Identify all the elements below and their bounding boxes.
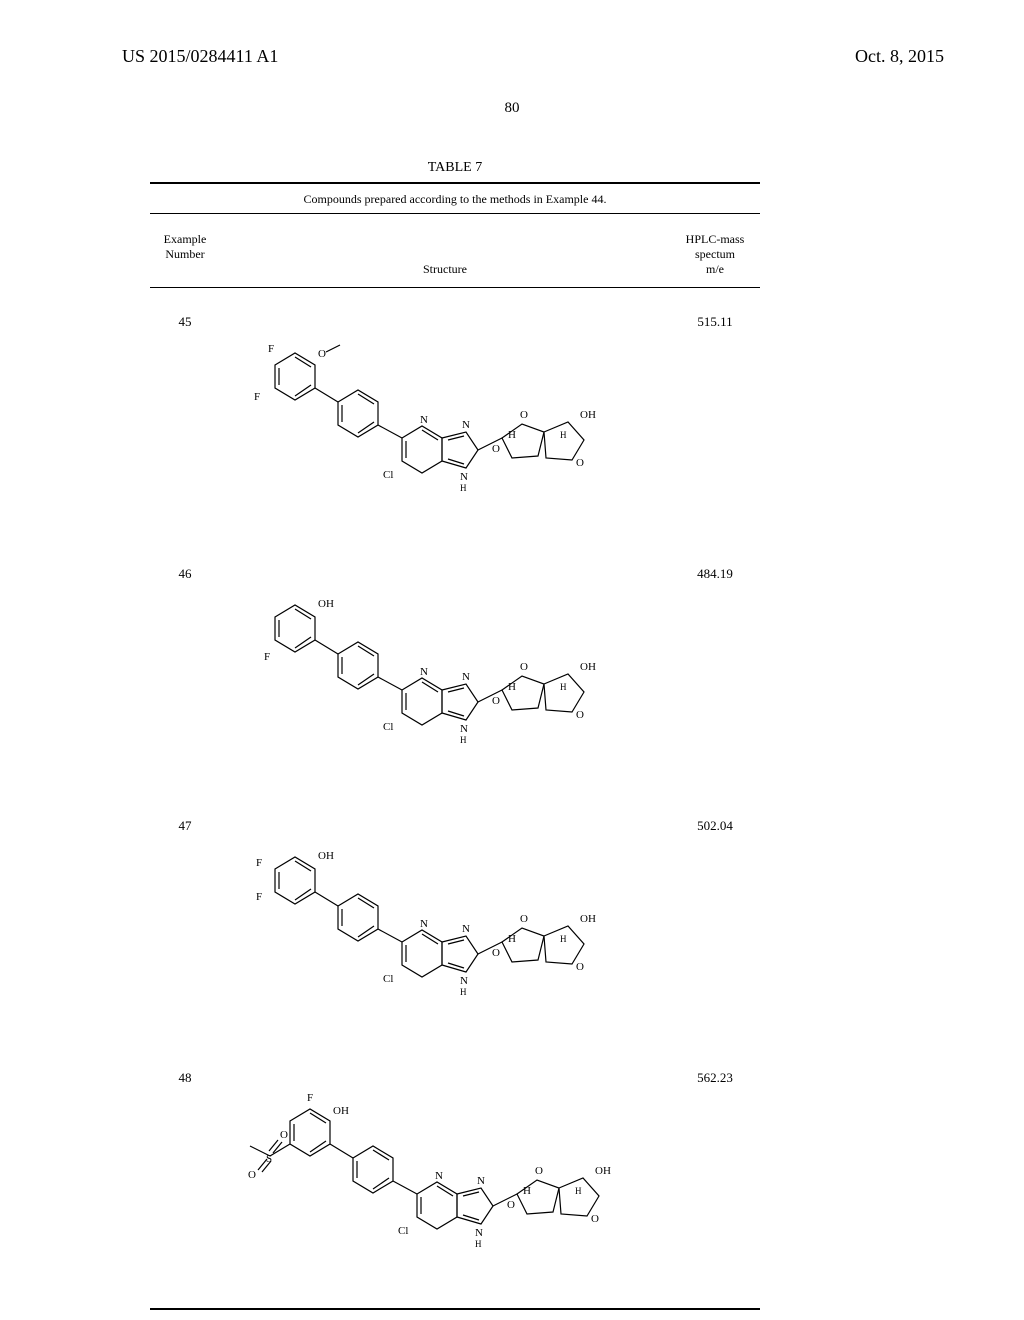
example-number: 45: [150, 310, 220, 330]
svg-text:N: N: [420, 414, 428, 426]
svg-text:O: O: [520, 661, 528, 673]
svg-text:H: H: [460, 735, 467, 745]
table-caption: Compounds prepared according to the meth…: [150, 184, 760, 213]
table-column-headers: Example Number Structure HPLC-mass spect…: [150, 214, 760, 288]
svg-text:H: H: [508, 933, 516, 945]
col-header-mz-l2: spectum: [670, 247, 760, 262]
page-number: 80: [0, 100, 1024, 117]
svg-text:H: H: [560, 682, 567, 692]
svg-text:OH: OH: [580, 409, 596, 421]
col-header-example: Example Number: [150, 232, 220, 277]
svg-text:F: F: [256, 857, 262, 869]
col-header-example-l1: Example: [150, 232, 220, 247]
svg-text:H: H: [523, 1185, 531, 1197]
svg-text:N: N: [462, 923, 470, 935]
mz-value: 502.04: [670, 814, 760, 834]
svg-text:O: O: [576, 457, 584, 469]
svg-text:O: O: [535, 1165, 543, 1177]
col-header-example-l2: Number: [150, 247, 220, 262]
svg-text:F: F: [268, 343, 274, 355]
svg-text:OH: OH: [580, 661, 596, 673]
svg-text:OH: OH: [318, 850, 334, 862]
svg-text:F: F: [254, 391, 260, 403]
svg-text:O: O: [492, 947, 500, 959]
col-header-structure-label: Structure: [220, 262, 670, 277]
svg-text:H: H: [475, 1239, 482, 1249]
svg-text:H: H: [460, 483, 467, 493]
table-7: TABLE 7 Compounds prepared according to …: [150, 160, 760, 1310]
svg-text:O: O: [576, 709, 584, 721]
svg-text:F: F: [264, 651, 270, 663]
svg-text:N: N: [460, 975, 468, 987]
table-row: 47: [150, 792, 760, 1044]
svg-text:H: H: [460, 987, 467, 997]
svg-text:O: O: [280, 1129, 288, 1141]
svg-text:N: N: [475, 1227, 483, 1239]
svg-text:N: N: [435, 1170, 443, 1182]
svg-text:OH: OH: [318, 598, 334, 610]
svg-text:Cl: Cl: [398, 1225, 408, 1237]
table-row: 46: [150, 540, 760, 792]
example-number: 48: [150, 1066, 220, 1086]
svg-text:F: F: [307, 1092, 313, 1104]
structure-cell: F F OH Cl N N N H O O OH O H H: [220, 814, 670, 1044]
table-body: 45: [150, 288, 760, 1296]
svg-text:O: O: [318, 348, 326, 360]
svg-text:N: N: [420, 666, 428, 678]
col-header-structure: Structure: [220, 262, 670, 277]
publication-date: Oct. 8, 2015: [855, 46, 944, 67]
svg-text:O: O: [520, 409, 528, 421]
structure-cell: F OH Cl N N N H O O OH O H H: [220, 562, 670, 792]
col-header-mz: HPLC-mass spectum m/e: [670, 232, 760, 277]
table-bottom-rule: [150, 1308, 760, 1310]
mz-value: 515.11: [670, 310, 760, 330]
molecule-svg: F F OH Cl N N N H O O OH O H H: [220, 814, 660, 1034]
svg-text:H: H: [508, 429, 516, 441]
example-number: 46: [150, 562, 220, 582]
svg-text:Cl: Cl: [383, 721, 393, 733]
molecule-svg: F OH Cl N N N H O O OH O H H: [220, 562, 660, 782]
molecule-svg: F OH S O O Cl N N N H O O OH O H: [220, 1066, 660, 1306]
svg-text:N: N: [460, 723, 468, 735]
svg-text:S: S: [266, 1153, 272, 1165]
svg-text:N: N: [462, 419, 470, 431]
svg-text:N: N: [477, 1175, 485, 1187]
structure-cell: F OH S O O Cl N N N H O O OH O H: [220, 1066, 670, 1296]
svg-text:Cl: Cl: [383, 973, 393, 985]
mz-value: 484.19: [670, 562, 760, 582]
svg-text:O: O: [492, 443, 500, 455]
svg-text:O: O: [591, 1213, 599, 1225]
mz-value: 562.23: [670, 1066, 760, 1086]
svg-text:Cl: Cl: [383, 469, 393, 481]
svg-text:O: O: [576, 961, 584, 973]
svg-text:N: N: [460, 471, 468, 483]
table-row: 48: [150, 1044, 760, 1296]
table-label: TABLE 7: [150, 160, 760, 176]
structure-cell: F F O Cl N N N H O O OH O H H: [220, 310, 670, 540]
svg-text:OH: OH: [580, 913, 596, 925]
table-row: 45: [150, 288, 760, 540]
svg-text:O: O: [520, 913, 528, 925]
svg-text:O: O: [507, 1199, 515, 1211]
col-header-mz-l3: m/e: [670, 262, 760, 277]
example-number: 47: [150, 814, 220, 834]
svg-text:O: O: [248, 1169, 256, 1181]
svg-text:F: F: [256, 891, 262, 903]
molecule-svg: F F O Cl N N N H O O OH O H H: [220, 310, 660, 530]
publication-number: US 2015/0284411 A1: [122, 46, 278, 67]
svg-text:O: O: [492, 695, 500, 707]
svg-text:OH: OH: [333, 1105, 349, 1117]
svg-text:OH: OH: [595, 1165, 611, 1177]
svg-text:H: H: [560, 934, 567, 944]
col-header-mz-l1: HPLC-mass: [670, 232, 760, 247]
svg-text:N: N: [462, 671, 470, 683]
svg-text:N: N: [420, 918, 428, 930]
svg-text:H: H: [560, 430, 567, 440]
svg-text:H: H: [508, 681, 516, 693]
svg-text:H: H: [575, 1186, 582, 1196]
